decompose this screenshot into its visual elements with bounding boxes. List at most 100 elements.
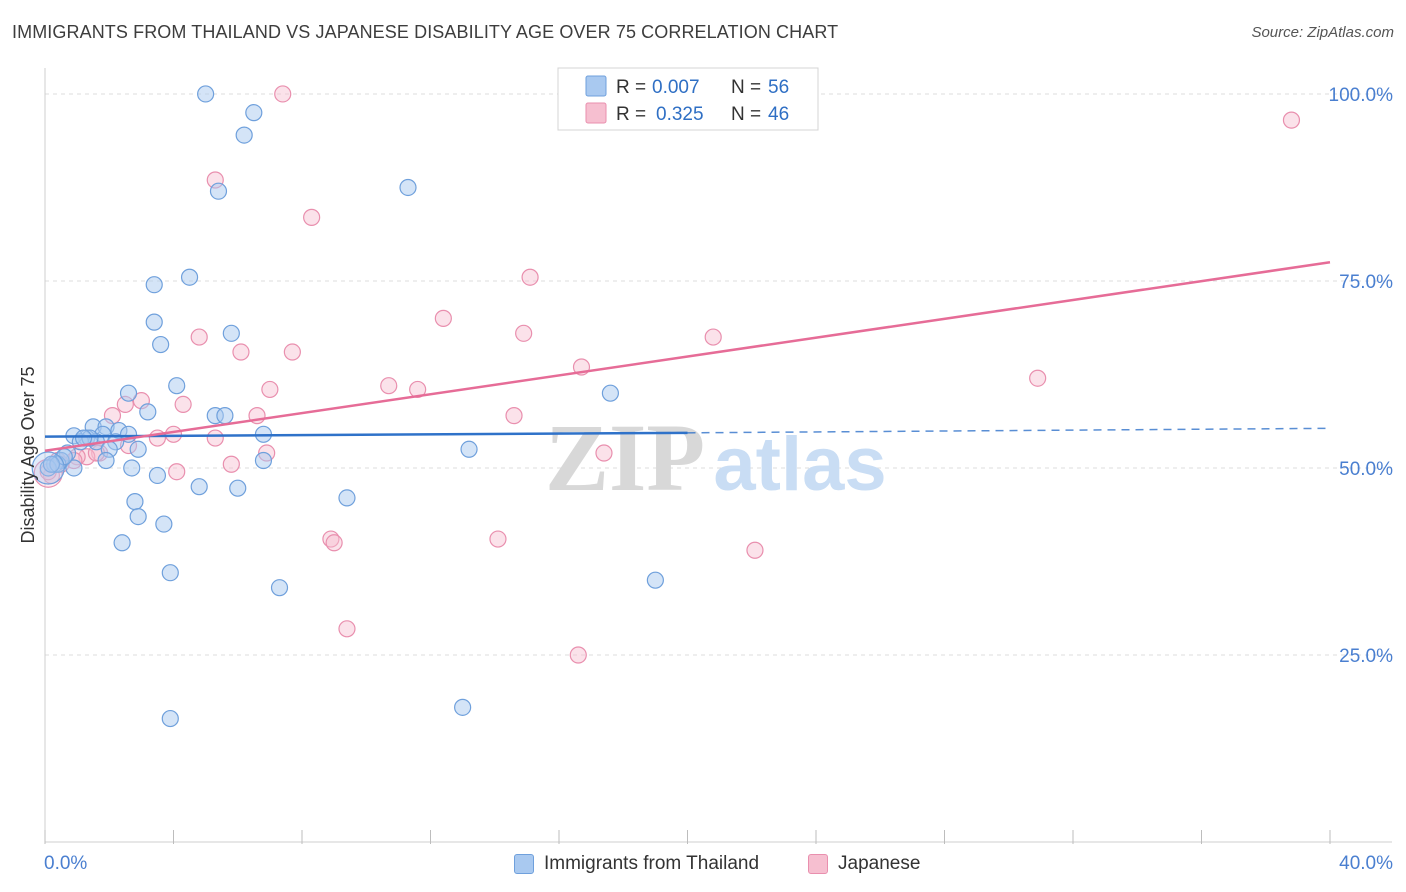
- data-point-thailand: [145, 313, 163, 331]
- bottom-legend: Immigrants from Thailand Japanese: [0, 851, 1406, 879]
- data-point-japanese: [505, 407, 523, 425]
- legend-swatch-japanese: [808, 854, 828, 874]
- stats-swatch-blue: [585, 75, 607, 97]
- data-point-thailand: [399, 178, 417, 197]
- data-point-japanese: [283, 343, 301, 361]
- data-point-japanese: [704, 328, 722, 346]
- data-point-japanese: [595, 444, 613, 462]
- data-point-thailand: [601, 384, 620, 402]
- data-point-thailand: [145, 276, 163, 294]
- data-point-thailand: [31, 451, 65, 485]
- stats-n-label-2: N =: [731, 104, 761, 125]
- data-point-thailand: [126, 493, 144, 511]
- trend-line-thailand-projection: [687, 427, 1331, 434]
- data-point-japanese: [569, 646, 587, 664]
- data-point-japanese: [325, 534, 343, 552]
- stats-r-value-2: 0.325: [656, 104, 704, 125]
- data-point-japanese: [206, 429, 224, 447]
- legend-swatch-thailand: [514, 854, 534, 874]
- stats-r-value-1: 0.007: [652, 77, 700, 98]
- x-tick-label: 0.0%: [44, 853, 87, 874]
- data-point-thailand: [119, 384, 138, 402]
- data-point-japanese: [489, 530, 507, 548]
- data-point-japanese: [174, 395, 192, 413]
- y-tick-label: 75.0%: [1339, 272, 1393, 293]
- stats-n-value-1: 56: [768, 77, 789, 98]
- tick-labels: 25.0% 50.0% 75.0% 100.0% 0.0% 40.0%: [44, 85, 1393, 874]
- data-point-japanese: [434, 309, 452, 327]
- legend-label-thailand: Immigrants from Thailand: [544, 853, 760, 874]
- data-point-thailand: [209, 182, 228, 200]
- data-point-japanese: [78, 448, 96, 466]
- data-point-thailand: [129, 440, 147, 458]
- y-tick-label: 50.0%: [1339, 459, 1393, 480]
- source-credit: Source: ZipAtlas.com: [1251, 24, 1394, 41]
- data-point-thailand: [245, 104, 263, 122]
- axes: [44, 68, 1392, 844]
- trend-lines: [44, 261, 1331, 453]
- data-point-thailand: [168, 377, 186, 395]
- data-point-japanese: [303, 208, 321, 226]
- y-tick-label: 100.0%: [1329, 85, 1394, 106]
- data-point-thailand: [254, 451, 273, 470]
- y-axis-label: Disability Age Over 75: [18, 366, 38, 543]
- stats-n-value-2: 46: [768, 104, 789, 125]
- data-point-thailand: [42, 455, 61, 473]
- data-point-thailand: [65, 459, 83, 477]
- data-point-thailand: [113, 534, 131, 552]
- data-point-japanese: [222, 455, 240, 473]
- data-point-japanese: [168, 463, 186, 481]
- stats-r-label-2: R =: [616, 104, 646, 125]
- data-point-thailand: [161, 564, 179, 582]
- data-point-japanese: [521, 268, 539, 286]
- data-point-japanese: [1029, 369, 1047, 387]
- trend-line-japanese: [44, 261, 1331, 453]
- data-point-japanese: [261, 380, 279, 399]
- data-point-thailand: [161, 709, 179, 728]
- data-point-japanese: [746, 541, 764, 559]
- legend-label-japanese: Japanese: [838, 853, 921, 874]
- series-japanese-points: [33, 85, 1301, 664]
- data-point-thailand: [123, 459, 141, 477]
- data-point-thailand: [460, 440, 478, 458]
- stats-n-label-1: N =: [731, 77, 761, 98]
- data-point-japanese: [338, 620, 356, 638]
- data-point-japanese: [232, 343, 250, 361]
- watermark: ZIP atlas: [545, 404, 887, 511]
- data-point-thailand: [152, 335, 170, 354]
- data-point-thailand: [229, 479, 247, 497]
- data-point-japanese: [164, 425, 183, 443]
- data-point-thailand: [338, 489, 356, 507]
- data-point-thailand: [222, 324, 240, 342]
- data-point-japanese: [274, 85, 292, 103]
- data-point-thailand: [454, 698, 472, 716]
- data-point-thailand: [148, 466, 167, 485]
- data-point-japanese: [409, 380, 427, 399]
- stats-legend: R = 0.007 N = 56 R = 0.325 N = 46: [557, 67, 819, 131]
- data-point-japanese: [515, 324, 533, 342]
- data-point-thailand: [190, 478, 208, 496]
- chart-title: IMMIGRANTS FROM THAILAND VS JAPANESE DIS…: [12, 22, 839, 42]
- watermark-atlas: atlas: [713, 422, 886, 507]
- data-point-japanese: [1282, 111, 1301, 129]
- data-point-thailand: [235, 126, 253, 144]
- data-point-thailand: [139, 403, 157, 421]
- data-point-thailand: [216, 407, 234, 425]
- data-point-thailand: [270, 579, 289, 597]
- data-point-thailand: [180, 268, 199, 286]
- stats-r-label-1: R =: [616, 77, 646, 98]
- legend-item-japanese[interactable]: Japanese: [808, 853, 920, 875]
- data-point-thailand: [129, 508, 147, 526]
- y-tick-label: 25.0%: [1339, 646, 1393, 667]
- data-point-thailand: [155, 515, 173, 533]
- series-thailand-points: [31, 85, 664, 728]
- legend-item-thailand[interactable]: Immigrants from Thailand: [514, 853, 759, 875]
- data-point-thailand: [97, 451, 115, 470]
- data-point-thailand: [197, 85, 215, 103]
- data-point-japanese: [380, 377, 398, 395]
- data-point-thailand: [646, 571, 664, 589]
- data-point-japanese: [190, 328, 208, 346]
- stats-swatch-pink: [585, 102, 607, 124]
- grid-lines: [45, 93, 1392, 656]
